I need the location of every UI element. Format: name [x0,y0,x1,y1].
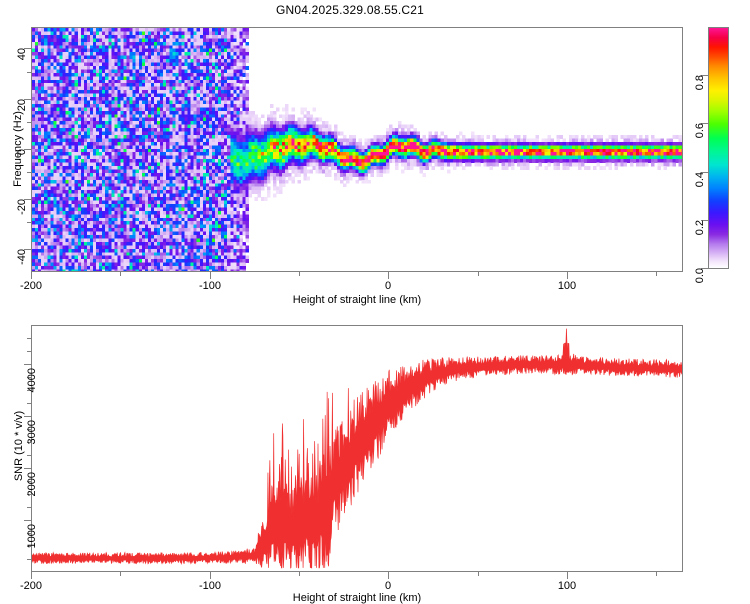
xtick-mark-minor [299,272,300,276]
colorbar-tick-label-1: 0.2 [694,220,706,254]
snr-xtick-label-0: 0 [368,580,408,592]
spectrogram-xtick-label-0: 0 [368,280,408,292]
snr-ytick-mark [24,364,31,365]
snr-xtick-label-m200: -200 [11,580,51,592]
snr-ytick-mark [24,468,31,469]
xtick-mark-major [31,572,32,579]
spectrogram-x-axis-title: Height of straight line (km) [247,294,467,306]
spectrogram-panel [31,27,683,272]
xtick-mark-major [567,272,568,279]
spectrogram-ytick-label-40: 40 [16,48,28,82]
spectrogram-y-axis-title: Frequency (Hz) [12,89,24,209]
spectrogram-xtick-label-m200: -200 [11,280,51,292]
snr-ytick-label-2000: 2000 [26,472,38,516]
colorbar-tick-label-2: 0.4 [694,172,706,206]
snr-ytick-mark [24,416,31,417]
snr-trace [32,326,682,571]
xtick-mark-major [567,572,568,579]
colorbar [708,27,729,269]
snr-ytick-mark [27,338,31,339]
snr-ytick-label-3000: 3000 [26,420,38,464]
colorbar-tick-label-3: 0.6 [694,123,706,157]
snr-x-axis-title: Height of straight line (km) [247,592,467,604]
spectrogram-ytick-label-m40: -40 [16,249,28,283]
figure-title: GN04.2025.329.08.55.C21 [0,3,700,17]
xtick-mark-minor [656,572,657,576]
xtick-mark-major [388,272,389,279]
xtick-mark-major [31,272,32,279]
xtick-mark-major [210,572,211,579]
xtick-mark-minor [120,572,121,576]
snr-ytick-mark [27,351,31,352]
snr-xtick-label-100: 100 [547,580,587,592]
snr-ytick-mark [24,520,31,521]
colorbar-tick-label-0: 0.0 [694,268,706,302]
xtick-mark-minor [478,572,479,576]
snr-panel [31,325,683,572]
spectrogram-image [32,28,682,271]
snr-ytick-label-4000: 4000 [26,368,38,412]
spectrogram-xtick-label-100: 100 [547,280,587,292]
snr-y-axis-title: SNR (10 * v/v) [13,381,25,511]
spectrogram-xtick-label-m100: -100 [190,280,230,292]
xtick-mark-minor [478,272,479,276]
xtick-mark-minor [656,272,657,276]
snr-ytick-label-1000: 1000 [26,524,38,568]
xtick-mark-minor [299,572,300,576]
colorbar-tick-label-4: 0.8 [694,75,706,109]
xtick-mark-major [210,272,211,279]
snr-xtick-label-m100: -100 [190,580,230,592]
xtick-mark-major [388,572,389,579]
xtick-mark-minor [120,272,121,276]
